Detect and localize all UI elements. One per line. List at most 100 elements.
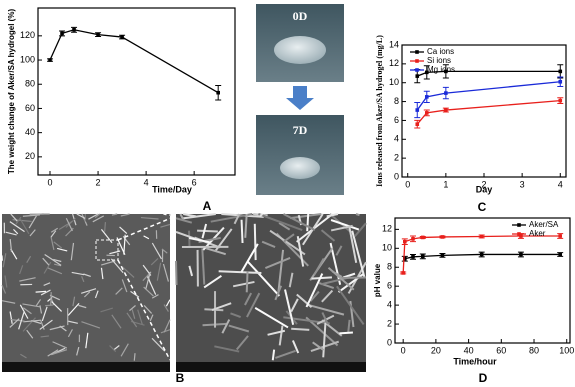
sem-texture [110, 258, 124, 274]
sem-texture [244, 213, 248, 238]
y-tick-label: 14 [389, 39, 399, 49]
sem-texture [47, 267, 63, 275]
marker [558, 69, 563, 74]
y-tick-label: 6 [387, 281, 392, 291]
sem-texture [120, 343, 129, 357]
sem-texture [336, 285, 365, 326]
legend-marker [415, 59, 419, 63]
marker [421, 235, 425, 240]
sem-texture [122, 235, 131, 246]
y-axis-label: pH value [373, 263, 382, 297]
legend-label: Mg ions [427, 65, 455, 74]
sem-texture [312, 341, 325, 351]
marker [440, 253, 445, 258]
sem-texture [320, 229, 336, 242]
sem-images [1, 213, 367, 372]
marker [120, 35, 124, 39]
sem-texture [311, 276, 332, 280]
sem-texture [201, 248, 206, 285]
sem-texture [278, 325, 284, 346]
sem-texture [67, 320, 78, 324]
sem-texture [28, 215, 37, 229]
sem-texture [275, 349, 296, 359]
sem-texture [2, 253, 7, 268]
y-tick-label: 10 [382, 243, 392, 253]
x-tick-label: 1 [443, 179, 448, 189]
sem-texture [235, 335, 249, 351]
marker [415, 108, 420, 112]
sem-texture [175, 260, 178, 285]
marker [403, 256, 407, 261]
sem-texture [269, 229, 306, 256]
legend-marker [415, 50, 419, 54]
sem-texture [59, 325, 67, 332]
y-tick-label: 2 [394, 153, 399, 163]
sem-texture [26, 255, 32, 264]
sem-texture [351, 230, 366, 278]
sem-texture [254, 307, 289, 329]
x-tick-label: 0 [48, 177, 53, 187]
y-tick-label: 10 [389, 77, 399, 87]
sem-texture [290, 213, 322, 220]
sem-texture [76, 346, 80, 356]
marker [403, 239, 407, 244]
marker [558, 252, 562, 257]
sem-texture [121, 279, 128, 293]
marker [558, 98, 563, 103]
sem-texture [15, 216, 22, 225]
x-axis-label: Time/Day [152, 184, 192, 194]
marker [440, 235, 445, 239]
sem-texture [51, 301, 63, 312]
sem-texture [163, 319, 171, 333]
sem-texture [19, 218, 30, 235]
sem-texture [13, 228, 19, 235]
sem-info-bar [2, 362, 170, 372]
sem-texture [42, 257, 50, 266]
x-tick-label: 4 [558, 179, 563, 189]
y-axis-label: The weight change of Aker/SA hydrogel (%… [7, 9, 16, 175]
sem-texture [5, 231, 17, 236]
sem-texture [81, 321, 101, 329]
sem-texture [156, 262, 162, 281]
y-tick-label: 8 [387, 262, 392, 272]
marker [96, 32, 100, 37]
sem-texture [53, 258, 62, 263]
legend-label: Si ions [427, 56, 451, 65]
sem-texture [321, 289, 334, 303]
sem-texture [88, 213, 99, 220]
sem-texture [210, 213, 253, 223]
sem-texture [322, 322, 327, 358]
sem-texture [335, 245, 343, 256]
sem-texture [83, 273, 91, 277]
sem-texture [240, 219, 244, 244]
y-tick-label: 4 [394, 134, 399, 144]
sem-texture [40, 335, 49, 338]
sem-texture [150, 257, 159, 266]
marker [558, 234, 562, 238]
hydrogel-disc [280, 157, 320, 179]
sem-image-low [2, 214, 170, 372]
sem-texture [83, 291, 91, 298]
sem-texture [111, 213, 118, 216]
x-tick-label: 0 [401, 345, 406, 355]
sem-texture [53, 241, 63, 249]
panel-label: B [176, 371, 185, 385]
panel-label: C [478, 200, 487, 214]
sem-texture [165, 299, 171, 307]
marker [411, 237, 415, 241]
sem-texture [230, 312, 241, 318]
sem-texture [100, 228, 113, 244]
sem-texture [19, 277, 36, 282]
sem-texture [306, 213, 310, 232]
sem-texture [94, 290, 99, 299]
sem-texture [245, 271, 249, 293]
sem-texture [197, 229, 218, 233]
panel-label: D [479, 371, 488, 385]
sem-texture [240, 243, 259, 273]
sem-texture [20, 353, 27, 359]
sem-texture [233, 213, 241, 225]
x-tick-label: 100 [559, 345, 574, 355]
y-tick-label: 40 [25, 127, 35, 137]
y-tick-label: 80 [25, 79, 35, 89]
